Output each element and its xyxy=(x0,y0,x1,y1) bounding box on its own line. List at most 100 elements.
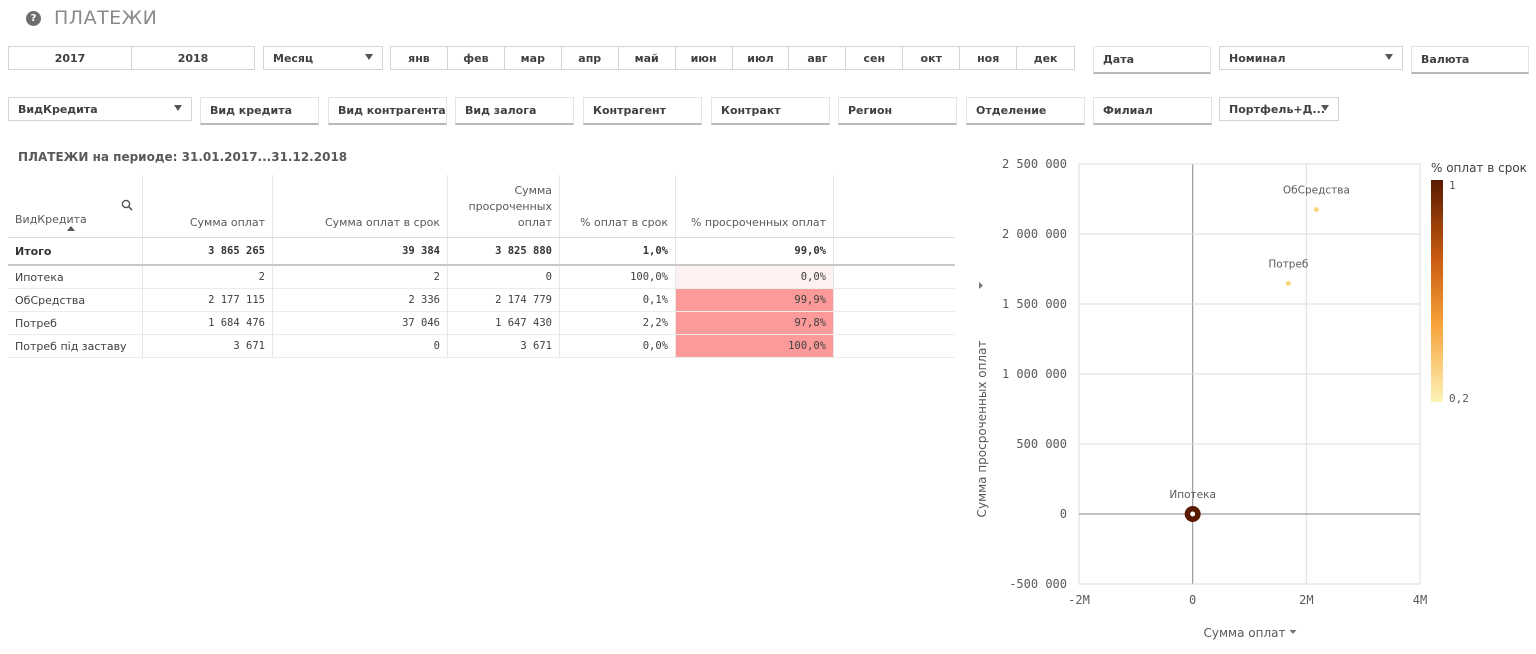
table-cell: 2 xyxy=(273,266,448,289)
question-circle-icon[interactable]: ? xyxy=(26,10,41,26)
month-8[interactable]: авг xyxy=(789,47,847,69)
column-header-summa-oplat-v-srok[interactable]: Сумма оплат в срок xyxy=(273,175,448,237)
month-2[interactable]: фев xyxy=(447,47,505,69)
total-cell: 1,0% xyxy=(560,238,676,264)
table-cell: 0,0% xyxy=(560,335,676,358)
point-label: Потреб xyxy=(1268,258,1308,270)
x-tick-label: 4M xyxy=(1413,593,1427,607)
x-tick-label: 0 xyxy=(1189,593,1196,607)
filter-label: Филиал xyxy=(1103,104,1153,117)
table-row[interactable]: Ипотека 2 2 0 100,0% 0,0% xyxy=(8,266,955,289)
chevron-down-icon xyxy=(174,105,182,111)
column-header-empty xyxy=(834,175,955,237)
column-header-summa-prosrochennyh[interactable]: Сумма просроченных оплат xyxy=(448,175,560,237)
table-cell: 2 xyxy=(143,266,273,289)
table-cell: 0 xyxy=(273,335,448,358)
filter-1[interactable]: Вид кредита xyxy=(200,97,319,125)
vid-kredita-label: ВидКредита xyxy=(18,102,98,116)
month-3[interactable]: мар xyxy=(504,47,562,69)
portfolio-label: Портфель+Д... xyxy=(1229,102,1325,116)
table-row[interactable]: Потреб під заставу 3 671 0 3 671 0,0% 100,0% xyxy=(8,335,955,358)
month-6[interactable]: июн xyxy=(675,47,733,69)
date-filter[interactable]: Дата xyxy=(1093,46,1211,74)
y-tick-label: 2 000 000 xyxy=(1002,227,1067,241)
table-cell-empty xyxy=(834,312,955,335)
page-header: ? ПЛАТЕЖИ xyxy=(26,6,157,30)
month-4[interactable]: апр xyxy=(561,47,619,69)
table-cell-empty xyxy=(834,335,955,358)
table-cell-empty xyxy=(834,289,955,312)
total-label: Итого xyxy=(8,238,143,264)
date-filter-label: Дата xyxy=(1103,53,1135,66)
filter-label: Вид контрагента xyxy=(338,104,446,117)
nominal-dropdown[interactable]: Номинал xyxy=(1219,46,1403,70)
currency-filter-label: Валюта xyxy=(1421,53,1470,66)
year-2018[interactable]: 2018 xyxy=(132,47,254,69)
filter-7[interactable]: Отделение xyxy=(966,97,1085,125)
table-cell: 3 671 xyxy=(143,335,273,358)
payments-table: ВидКредита Сумма оплат Сумма оплат в сро… xyxy=(8,175,955,358)
filter-4[interactable]: Контрагент xyxy=(583,97,702,125)
portfolio-dropdown[interactable]: Портфель+Д... xyxy=(1219,97,1339,121)
total-cell-empty xyxy=(834,238,955,264)
period-dropdown[interactable]: Месяц xyxy=(263,46,383,70)
chevron-down-icon xyxy=(1321,105,1329,111)
month-10[interactable]: окт xyxy=(903,47,961,69)
table-cell: 0,0% xyxy=(676,266,834,289)
table-title: ПЛАТЕЖИ на периоде: 31.01.2017...31.12.2… xyxy=(18,150,348,164)
month-11[interactable]: ноя xyxy=(960,47,1018,69)
search-icon[interactable] xyxy=(121,199,133,211)
filter-8[interactable]: Филиал xyxy=(1093,97,1212,125)
total-cell: 3 825 880 xyxy=(448,238,560,264)
filter-label: Контрагент xyxy=(593,104,667,117)
x-axis-label: Сумма оплат xyxy=(1204,626,1286,640)
column-header-pct-prosrochennyh[interactable]: % просроченных оплат xyxy=(676,175,834,237)
table-cell: 3 671 xyxy=(448,335,560,358)
year-2017[interactable]: 2017 xyxy=(9,47,132,69)
x-tick-label: -2M xyxy=(1068,593,1090,607)
filter-2[interactable]: Вид контрагента xyxy=(328,97,447,125)
point-label: ОбСредства xyxy=(1283,185,1350,197)
column-header-vid-kredita[interactable]: ВидКредита xyxy=(8,175,143,237)
legend-max-label: 1 xyxy=(1449,179,1456,192)
y-tick-label: -500 000 xyxy=(1009,577,1067,591)
filter-3[interactable]: Вид залога xyxy=(455,97,574,125)
month-7[interactable]: июл xyxy=(732,47,790,69)
scatter-point xyxy=(1285,280,1291,286)
table-cell: 2,2% xyxy=(560,312,676,335)
total-cell: 99,0% xyxy=(676,238,834,264)
table-cell: 37 046 xyxy=(273,312,448,335)
vid-kredita-dropdown[interactable]: ВидКредита xyxy=(8,97,192,121)
y-tick-label: 1 500 000 xyxy=(1002,297,1067,311)
column-header-pct-v-srok[interactable]: % оплат в срок xyxy=(560,175,676,237)
filter-5[interactable]: Контракт xyxy=(711,97,830,125)
filter-label: Регион xyxy=(848,104,893,117)
month-1[interactable]: янв xyxy=(391,47,448,69)
total-cell: 3 865 265 xyxy=(143,238,273,264)
table-cell: 0,1% xyxy=(560,289,676,312)
currency-filter[interactable]: Валюта xyxy=(1411,46,1529,74)
table-row[interactable]: Потреб 1 684 476 37 046 1 647 430 2,2% 97,8% xyxy=(8,312,955,335)
chevron-right-icon xyxy=(979,282,983,289)
scatter-point xyxy=(1313,207,1319,213)
table-row[interactable]: ОбСредства 2 177 115 2 336 2 174 779 0,1% 99,… xyxy=(8,289,955,312)
chevron-down-icon xyxy=(1289,630,1297,634)
row-label: Ипотека xyxy=(8,266,143,289)
scatter-point-center xyxy=(1190,511,1196,517)
y-axis-label: Сумма просроченных оплат xyxy=(975,341,989,518)
filter-6[interactable]: Регион xyxy=(838,97,957,125)
month-5[interactable]: май xyxy=(618,47,676,69)
month-9[interactable]: сен xyxy=(846,47,904,69)
table-cell: 99,9% xyxy=(676,289,834,312)
table-cell: 1 684 476 xyxy=(143,312,273,335)
y-tick-label: 2 500 000 xyxy=(1002,157,1067,171)
page-title: ПЛАТЕЖИ xyxy=(54,7,158,29)
table-cell: 2 336 xyxy=(273,289,448,312)
table-total-row: Итого 3 865 265 39 384 3 825 880 1,0% 99… xyxy=(8,238,955,266)
nominal-label: Номинал xyxy=(1229,51,1286,65)
sort-ascending-icon[interactable] xyxy=(67,226,75,231)
scatter-chart[interactable]: -2M 0 2M 4M 2 500 000 2 000 000 1 500 000 1 000… xyxy=(965,150,1536,654)
month-12[interactable]: дек xyxy=(1017,47,1075,69)
column-header-summa-oplat[interactable]: Сумма оплат xyxy=(143,175,273,237)
row-label: Потреб під заставу xyxy=(8,335,143,358)
